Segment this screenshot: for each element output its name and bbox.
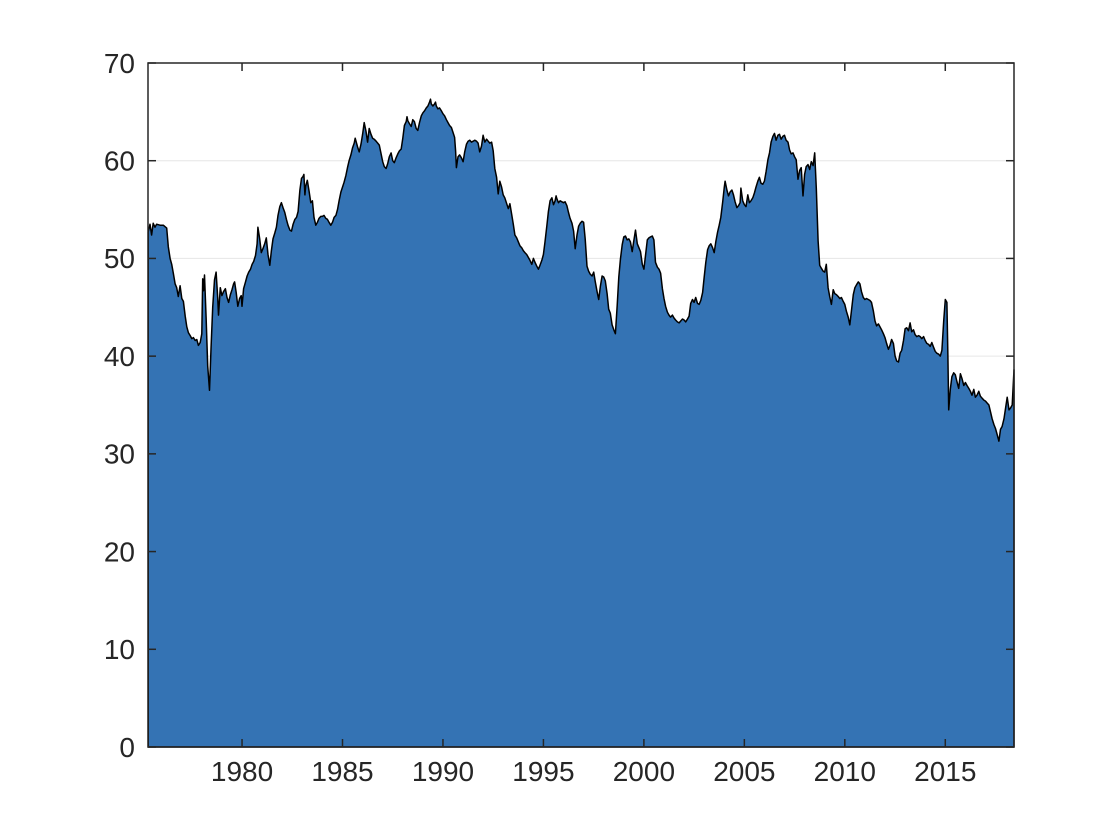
y-tick-label: 20 xyxy=(104,536,135,567)
y-tick-label: 0 xyxy=(119,732,135,763)
y-tick-label: 40 xyxy=(104,341,135,372)
tick-labels-group: 0 10 20 30 40 50 60 70 1980 1985 1990 1995 2000 2005 2… xyxy=(104,48,977,787)
x-tick-label: 1990 xyxy=(412,756,474,787)
y-tick-label: 60 xyxy=(104,146,135,177)
y-tick-label: 70 xyxy=(104,48,135,79)
series-group xyxy=(147,98,1015,748)
y-tick-label: 50 xyxy=(104,243,135,274)
plot-box xyxy=(147,62,1015,748)
x-tick-label: 1980 xyxy=(211,756,273,787)
x-tick-label: 1985 xyxy=(311,756,373,787)
axes-group xyxy=(147,62,1015,748)
y-tick-label: 10 xyxy=(104,634,135,665)
area-series xyxy=(147,98,1015,748)
x-tick-label: 1995 xyxy=(512,756,574,787)
x-tick-label: 2015 xyxy=(914,756,976,787)
x-tick-label: 2000 xyxy=(613,756,675,787)
y-tick-label: 30 xyxy=(104,439,135,470)
x-tick-label: 2005 xyxy=(713,756,775,787)
x-tick-label: 2010 xyxy=(814,756,876,787)
